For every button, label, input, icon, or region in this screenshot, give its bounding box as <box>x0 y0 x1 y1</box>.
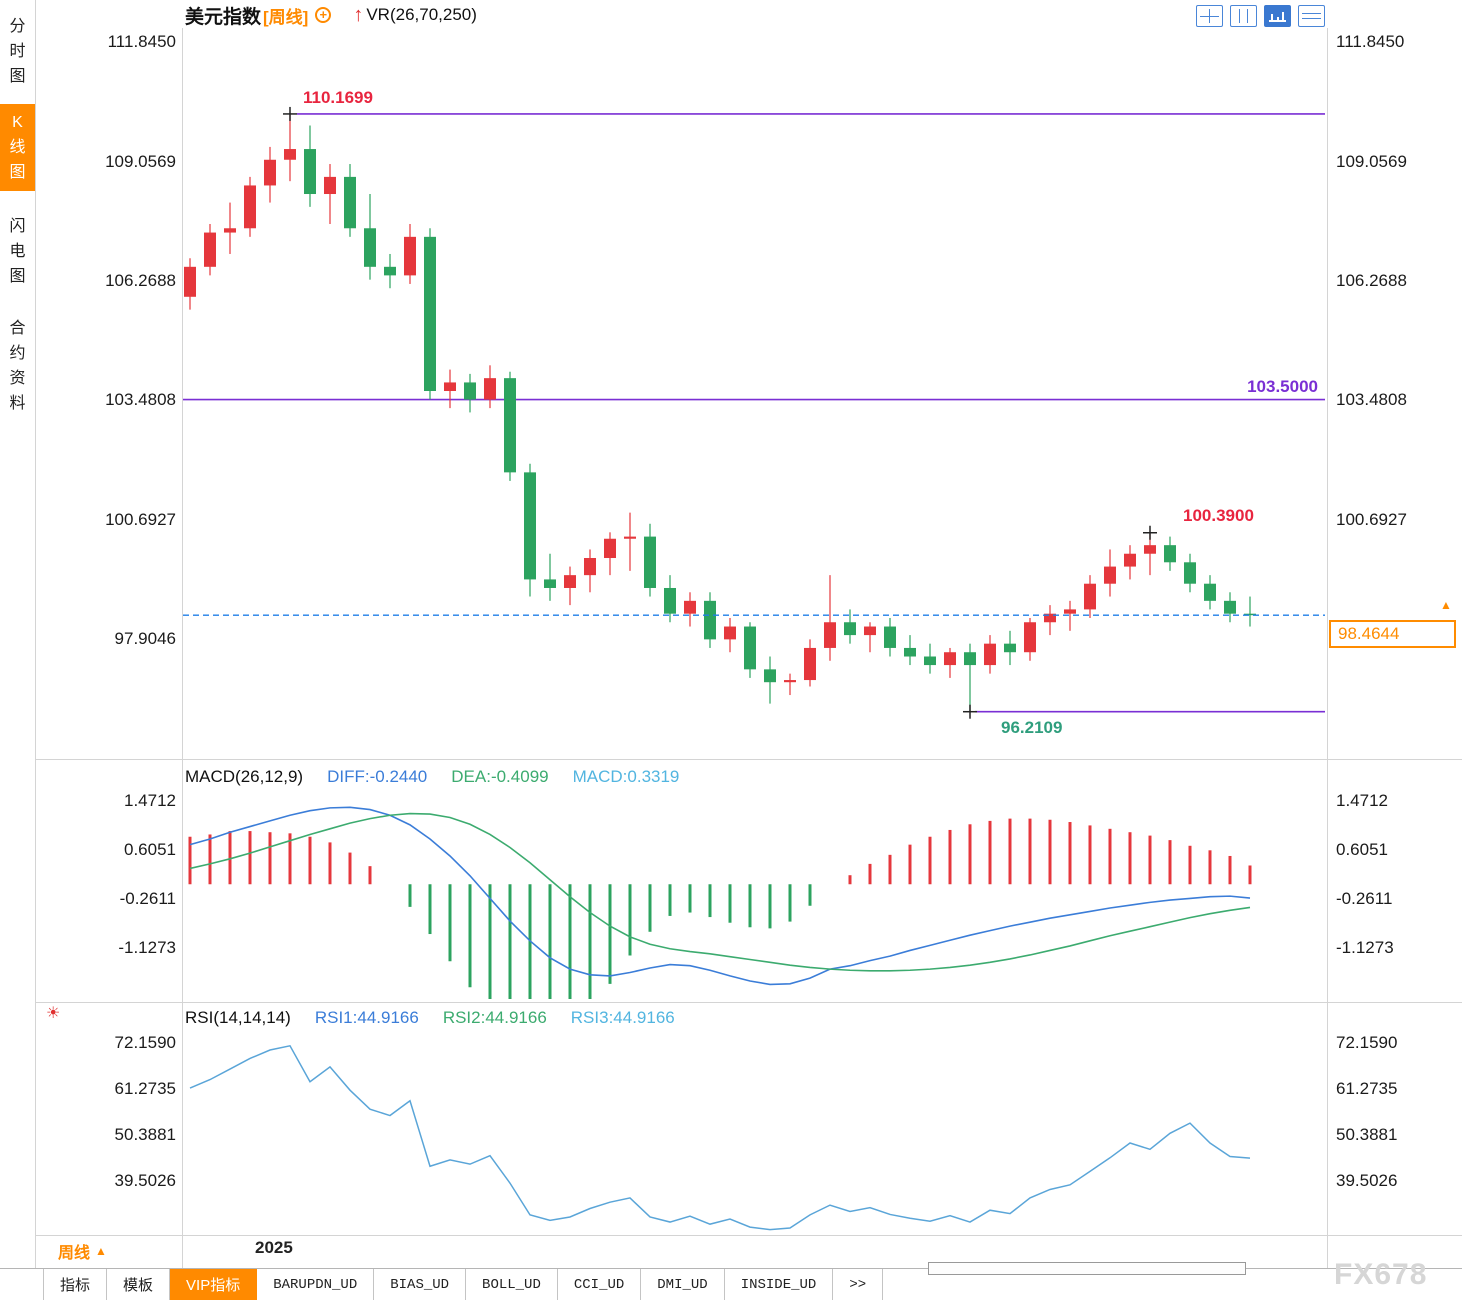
tab-模板[interactable]: 模板 <box>107 1269 171 1300</box>
macd-dea-value: DEA:-0.4099 <box>451 767 549 786</box>
rsi1-value: RSI1:44.9166 <box>314 1008 419 1027</box>
sidebar-item-3[interactable]: 闪电图 <box>9 218 26 285</box>
y-axis-tick-left: 0.6051 <box>124 840 176 860</box>
y-axis-tick-right: 109.0569 <box>1336 151 1407 171</box>
y-axis-tick-right: 103.4808 <box>1336 390 1407 410</box>
swing-high-label: 110.1699 <box>303 88 373 107</box>
tab-CCI_UD[interactable]: CCI_UD <box>557 1269 642 1300</box>
tab-BARUPDN_UD[interactable]: BARUPDN_UD <box>257 1269 375 1300</box>
tab-INSIDE_UD[interactable]: INSIDE_UD <box>724 1269 834 1300</box>
level-line-label: 103.5000 <box>1247 377 1318 396</box>
macd-macd-value: MACD:0.3319 <box>572 767 680 786</box>
y-axis-tick-right: 111.8450 <box>1336 32 1405 52</box>
chart-layout-toolbar <box>1196 5 1325 27</box>
y-axis-tick-right: 100.6927 <box>1336 509 1407 529</box>
y-axis-tick-right: 1.4712 <box>1336 791 1388 811</box>
recent-high-label: 100.3900 <box>1183 506 1254 525</box>
tab-BOLL_UD[interactable]: BOLL_UD <box>466 1269 558 1300</box>
x-axis-year-label: 2025 <box>255 1238 293 1257</box>
sidebar-item-4[interactable]: 合约资料 <box>9 320 26 412</box>
sidebar-item-1[interactable]: 分时图 <box>9 18 26 85</box>
layout-rows-icon[interactable] <box>1298 5 1325 27</box>
period-tag: [周线] <box>263 7 309 27</box>
tab-指标[interactable]: 指标 <box>43 1269 108 1300</box>
y-axis-tick-right: 0.6051 <box>1336 840 1388 860</box>
macd-diff-value: DIFF:-0.2440 <box>327 767 428 786</box>
layout-grid-icon[interactable] <box>1196 5 1223 27</box>
layout-columns-icon[interactable] <box>1230 5 1257 27</box>
indicator-sun-icon[interactable]: ☀ <box>46 1005 61 1022</box>
period-arrow-icon: ▲ <box>95 1244 107 1258</box>
rsi2-value: RSI2:44.9166 <box>442 1008 547 1027</box>
macd-title: MACD(26,12,9) <box>185 767 304 786</box>
y-axis-tick-left: -1.1273 <box>118 938 176 958</box>
indicator-tab-bar: 指标 模板 VIP指标 BARUPDN_UD BIAS_UD BOLL_UD CCI_UD D… <box>0 1269 1462 1300</box>
y-axis-tick-right: 39.5026 <box>1336 1171 1398 1191</box>
y-axis-tick-left: 50.3881 <box>114 1125 176 1145</box>
watermark: FX678 <box>1334 1258 1428 1291</box>
chart-header: 美元指数 [周线] + ↑ VR(26,70,250) <box>185 2 477 28</box>
tab-DMI_UD[interactable]: DMI_UD <box>641 1269 725 1300</box>
y-axis-tick-left: 97.9046 <box>114 629 176 649</box>
y-axis-tick-left: 111.8450 <box>107 32 176 52</box>
add-indicator-icon[interactable]: + <box>315 7 332 23</box>
y-axis-tick-left: 103.4808 <box>105 390 176 410</box>
y-axis-tick-right: -0.2611 <box>1336 889 1393 909</box>
y-axis-tick-right: 61.2735 <box>1336 1079 1398 1099</box>
tab-BIAS_UD[interactable]: BIAS_UD <box>374 1269 467 1300</box>
swing-low-label: 96.2109 <box>1001 718 1063 737</box>
y-axis-tick-right: -1.1273 <box>1336 938 1394 958</box>
tab-VIP指标[interactable]: VIP指标 <box>170 1269 258 1300</box>
last-price-tag: 98.4644 <box>1329 620 1456 648</box>
symbol-title: 美元指数 <box>185 6 262 28</box>
layout-kline-active-icon[interactable] <box>1264 5 1291 27</box>
tab-scrollbar[interactable] <box>928 1262 1246 1275</box>
y-axis-tick-left: 39.5026 <box>114 1171 176 1191</box>
y-axis-tick-left: 106.2688 <box>105 270 176 290</box>
tab->>[interactable]: >> <box>833 1269 884 1300</box>
vr-indicator-label: VR(26,70,250) <box>366 5 477 24</box>
period-selector[interactable]: 周线 ▲ <box>58 1239 107 1263</box>
y-axis-tick-right: 106.2688 <box>1336 270 1407 290</box>
y-axis-tick-left: 1.4712 <box>124 791 176 811</box>
y-axis-tick-left: 72.1590 <box>114 1033 176 1052</box>
macd-panel-header: MACD(26,12,9) DIFF:-0.2440 DEA:-0.4099 M… <box>185 766 679 788</box>
y-axis-tick-left: 100.6927 <box>105 509 176 529</box>
y-axis-tick-right: 72.1590 <box>1336 1033 1398 1052</box>
y-axis-tick-left: 61.2735 <box>114 1079 176 1099</box>
up-arrow-icon: ↑ <box>353 3 364 26</box>
y-axis-tick-left: -0.2611 <box>119 889 176 909</box>
rsi-panel-header: RSI(14,14,14) RSI1:44.9166 RSI2:44.9166 … <box>185 1007 675 1029</box>
period-label: 周线 <box>58 1245 91 1262</box>
rsi-title: RSI(14,14,14) <box>185 1008 291 1027</box>
y-axis-tick-left: 109.0569 <box>105 151 176 171</box>
rsi3-value: RSI3:44.9166 <box>570 1008 675 1027</box>
price-tag-arrow-icon: ▲ <box>1440 598 1452 612</box>
y-axis-tick-right: 50.3881 <box>1336 1125 1398 1145</box>
